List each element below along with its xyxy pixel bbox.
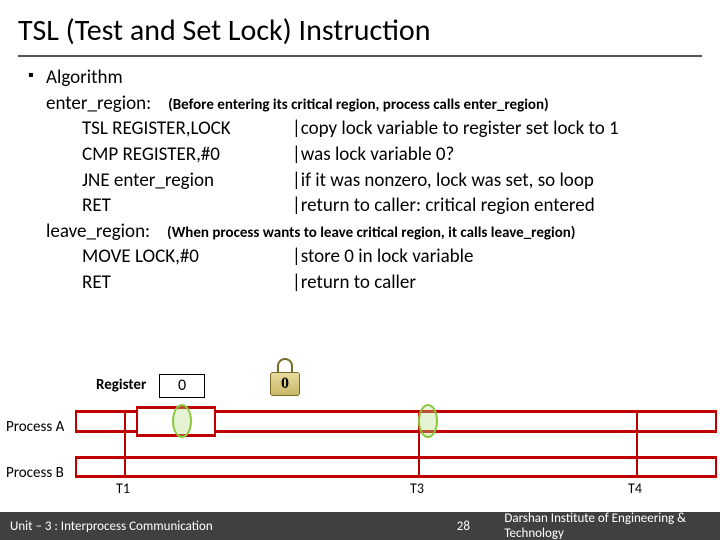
enter-instr-2: JNE enter_region [82,168,292,194]
enter-instr-0: TSL REGISTER,LOCK [82,116,292,142]
register-box: 0 [159,374,205,398]
tick-label: T4 [628,480,642,497]
leave-comment-1: |return to caller [292,270,416,296]
footer-page: 28 [428,519,498,534]
leave-comment-0: |store 0 in lock variable [292,244,473,270]
enter-comment-3: |return to caller: critical region enter… [292,193,595,219]
marker-ellipse [172,404,192,438]
title-underline [18,55,702,57]
leave-instr-1: RET [82,270,292,296]
leave-label: leave_region: [46,220,150,243]
process-b-label: Process B [6,464,64,482]
tick-label: T3 [410,480,424,497]
enter-label: enter_region: [46,92,151,115]
marker-ellipse [418,404,438,438]
enter-comment-0: |copy lock variable to register set lock… [292,116,619,142]
footer-bar: Unit – 3 : Interprocess Communication 28… [0,512,720,540]
content-area: Algorithm enter_region: (Before entering… [0,65,720,296]
enter-instr-3: RET [82,193,292,219]
lock-value: 0 [270,372,300,396]
timeline-diagram: Register 0 0 Process A Process B T1T3T4 [0,376,720,506]
footer-left: Unit – 3 : Interprocess Communication [0,519,213,534]
lock-icon: 0 [270,358,300,396]
footer-right: Darshan Institute of Engineering & Techn… [498,511,720,540]
leave-instr-0: MOVE LOCK,#0 [82,244,292,270]
register-label: Register [96,376,146,394]
process-a-label: Process A [6,418,64,436]
bullet-algorithm: Algorithm [46,66,123,89]
slide-title: TSL (Test and Set Lock) Instruction [0,0,720,55]
enter-comment-1: |was lock variable 0? [292,142,454,168]
enter-instr-1: CMP REGISTER,#0 [82,142,292,168]
enter-note: (Before entering its critical region, pr… [164,96,549,114]
tick-label: T1 [116,480,130,497]
leave-note: (When process wants to leave critical re… [163,224,575,242]
enter-comment-2: |if it was nonzero, lock was set, so loo… [292,168,594,194]
